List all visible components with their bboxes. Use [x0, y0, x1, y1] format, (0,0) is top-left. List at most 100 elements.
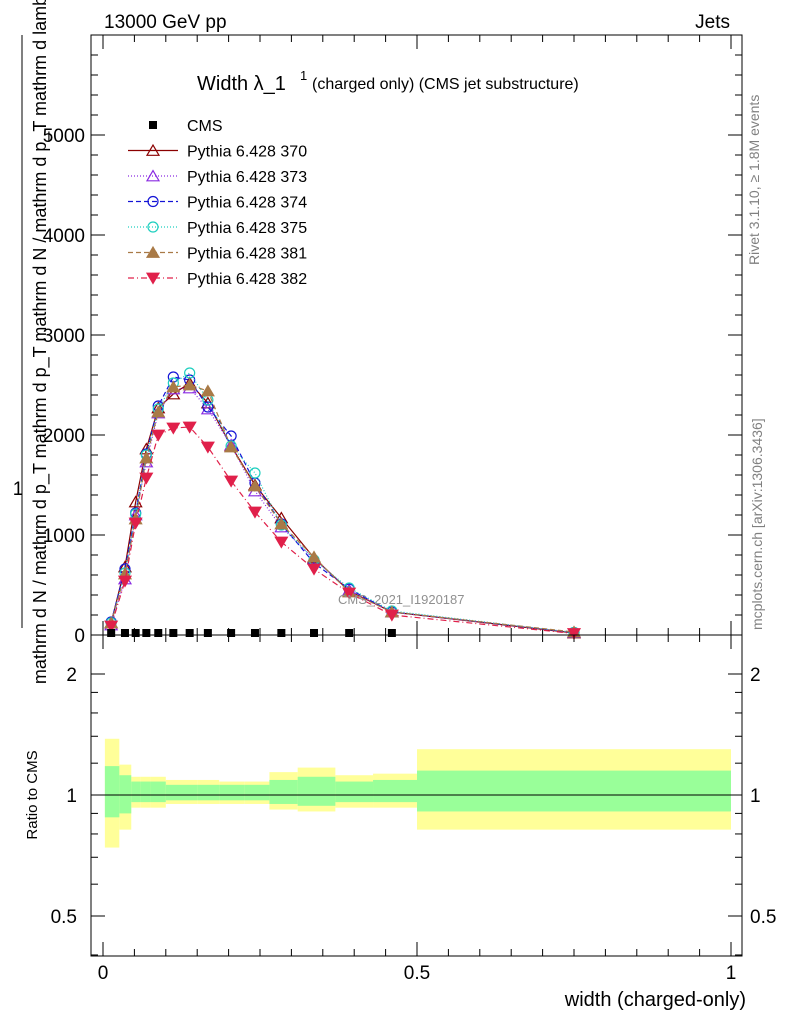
legend-label: Pythia 6.428 381: [187, 246, 307, 263]
main-ylabel: 1 mathrm d N / mathrm d p_T mathrm d p_T…: [13, 0, 51, 684]
data-point: [200, 402, 215, 415]
data-point: [104, 620, 119, 633]
data-point: [247, 506, 263, 519]
data-point: [387, 629, 396, 637]
data-point: [345, 629, 354, 637]
ratio-band-inner: [140, 781, 151, 803]
data-point: [202, 401, 214, 413]
ratio-axis-ticks: 0.5 0.5 1 1 2 2: [51, 635, 776, 956]
ratio-band-inner: [119, 775, 132, 814]
legend-item-5: Pythia 6.428 381: [128, 246, 307, 263]
data-point: [247, 479, 263, 492]
data-point: [277, 629, 286, 637]
data-point: [149, 121, 157, 129]
data-point: [182, 378, 197, 391]
y-tick-label: 5000: [43, 126, 85, 147]
legend-item-6: Pythia 6.428 382: [128, 271, 307, 288]
title-main: Width λ_1: [197, 73, 286, 95]
ratio-band-inner: [269, 779, 298, 804]
data-point: [184, 367, 196, 379]
rivet-label: Rivet 3.1.10, ≥ 1.8M events: [746, 95, 762, 265]
data-point: [145, 169, 161, 182]
data-point: [227, 629, 236, 637]
x-axis-label: width (charged-only): [564, 989, 746, 1011]
x-tick-label: 0.5: [404, 963, 430, 984]
legend-item-1: Pythia 6.428 370: [128, 144, 307, 161]
legend-item-3: Pythia 6.428 374: [128, 195, 307, 212]
ratio-tick-label: 1: [66, 786, 77, 807]
mcplots-label: mcplots.cern.ch [arXiv:1306.3436]: [749, 418, 765, 630]
legend-label: Pythia 6.428 375: [187, 220, 307, 237]
data-point: [151, 405, 166, 418]
data-point: [306, 550, 322, 563]
data-point: [107, 629, 116, 637]
data-point: [169, 629, 178, 637]
ratio-tick-label: 1: [750, 786, 761, 807]
data-point: [384, 609, 399, 622]
data-point: [166, 380, 181, 393]
data-point: [147, 195, 159, 208]
data-point: [120, 629, 129, 637]
data-point: [117, 575, 133, 588]
ratio-band-inner: [150, 781, 166, 803]
energy-label: 13000 GeV pp: [104, 12, 227, 33]
ratio-band-inner: [373, 779, 417, 803]
ratio-band-inner: [165, 784, 182, 801]
data-point: [145, 143, 161, 156]
plot-title: Width λ_1 1 (charged only) (CMS jet subs…: [197, 68, 579, 95]
y-tick-label: 3000: [43, 326, 85, 347]
data-point: [200, 384, 215, 397]
data-point: [274, 517, 289, 530]
ratio-band-inner: [181, 784, 198, 801]
ratio-band-inner: [417, 770, 731, 812]
data-point: [200, 441, 215, 454]
data-point: [166, 422, 181, 435]
ylabel-denominator: mathrm d N / mathrm d p_T mathrm d p_T m…: [30, 0, 51, 684]
ratio-band-inner: [197, 784, 220, 801]
legend-item-4: Pythia 6.428 375: [128, 220, 307, 237]
ratio-tick-label: 0.5: [51, 907, 77, 928]
y-tick-label: 4000: [43, 226, 85, 247]
ratio-band-inner: [104, 766, 120, 818]
data-point: [249, 467, 261, 479]
analysis-id: CMS_2021_I1920187: [338, 592, 465, 607]
x-tick-label: 0: [98, 963, 109, 984]
data-point: [147, 221, 159, 233]
data-point: [274, 536, 289, 549]
ratio-band-inner: [335, 781, 374, 803]
data-point: [566, 628, 582, 641]
ratio-band-inner: [219, 784, 245, 801]
data-point: [142, 629, 151, 637]
cms-points: [107, 629, 396, 637]
ratio-band-inner: [297, 776, 336, 806]
data-point: [182, 421, 197, 434]
data-point: [145, 272, 161, 285]
data-point: [250, 629, 259, 637]
ratio-band-inner: [244, 784, 270, 801]
data-point: [224, 440, 239, 453]
title-superscript: 1: [300, 68, 307, 83]
y-tick-label: 0: [74, 626, 85, 647]
data-point: [306, 563, 322, 576]
ylabel-numerator: 1: [13, 479, 24, 500]
data-point: [203, 629, 212, 637]
main-series: [104, 367, 582, 641]
data-point: [139, 472, 154, 485]
ratio-tick-label: 2: [66, 665, 77, 686]
x-tick-labels: 0 0.5 1: [98, 963, 737, 984]
y-tick-label: 1000: [43, 526, 85, 547]
ratio-band-inner: [131, 781, 141, 803]
data-point: [310, 629, 319, 637]
data-point: [224, 475, 239, 488]
data-point: [342, 587, 357, 600]
ratio-tick-label: 2: [750, 665, 761, 686]
legend-label: Pythia 6.428 382: [187, 271, 307, 288]
legend-item-2: Pythia 6.428 373: [128, 169, 307, 186]
legend-label: Pythia 6.428 374: [187, 195, 307, 212]
data-point: [185, 629, 194, 637]
data-point: [139, 451, 154, 464]
legend-label: CMS: [187, 118, 223, 135]
legend-label: Pythia 6.428 373: [187, 169, 307, 186]
data-point: [154, 629, 163, 637]
